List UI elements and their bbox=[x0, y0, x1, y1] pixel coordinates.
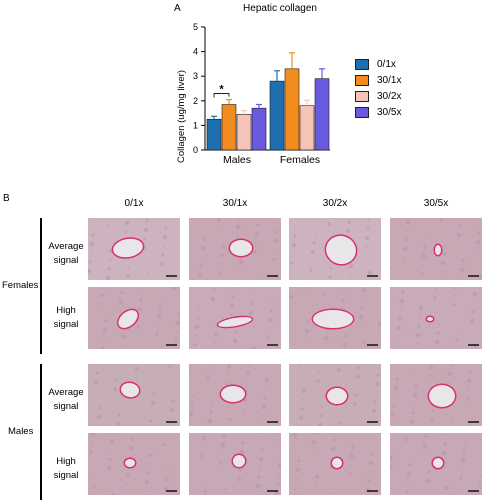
bar-males-30-1x bbox=[221, 104, 237, 151]
bar-chart: 0 1 2 3 4 5 Males Females * bbox=[193, 22, 330, 166]
micrograph-females-average-0-1x bbox=[88, 218, 180, 280]
bar-females-0-1x bbox=[269, 80, 285, 151]
micrograph-females-average-30-1x bbox=[189, 218, 281, 280]
bar-males-30-2x bbox=[236, 114, 252, 151]
legend-swatch-0-1x bbox=[355, 58, 369, 70]
micrograph-males-average-0-1x bbox=[88, 364, 180, 426]
group-label-males: Males bbox=[8, 426, 34, 437]
micrograph-females-high-30-5x bbox=[390, 287, 482, 349]
micrograph-males-high-0-1x bbox=[88, 433, 180, 495]
micrograph-males-high-30-2x bbox=[289, 433, 381, 495]
significance-bracket-0 bbox=[213, 93, 230, 98]
legend-item-30-2x: 30/2x bbox=[355, 88, 401, 104]
row-label-females-high-text: High signal bbox=[53, 305, 79, 330]
row-label-males-high: High signal bbox=[45, 455, 87, 483]
row-label-females-average-text: Average signal bbox=[48, 241, 84, 266]
bar-females-30-2x bbox=[299, 105, 315, 151]
y-tick-label-1: 1 bbox=[193, 120, 198, 130]
micrograph-males-average-30-5x bbox=[390, 364, 482, 426]
category-label-females: Females bbox=[280, 154, 320, 166]
micrograph-females-high-30-2x bbox=[289, 287, 381, 349]
legend-item-30-1x: 30/1x bbox=[355, 72, 401, 88]
micrograph-females-average-30-2x bbox=[289, 218, 381, 280]
y-tick-label-0: 0 bbox=[193, 145, 198, 155]
row-label-males-high-text: High signal bbox=[53, 456, 79, 481]
chart-title: Hepatic collagen bbox=[243, 3, 317, 14]
group-label-females: Females bbox=[2, 280, 39, 291]
y-tick-label-4: 4 bbox=[193, 47, 198, 57]
females-bracket bbox=[40, 218, 42, 354]
legend-swatch-30-5x bbox=[355, 106, 369, 118]
legend-swatch-30-2x bbox=[355, 90, 369, 102]
legend-label-30-2x: 30/2x bbox=[377, 90, 402, 102]
males-bracket bbox=[40, 364, 42, 500]
chart-legend: 0/1x 30/1x 30/2x 30/5x bbox=[355, 56, 401, 120]
bar-females-30-5x bbox=[314, 78, 330, 151]
legend-label-30-5x: 30/5x bbox=[377, 106, 402, 118]
micrograph-males-high-30-5x bbox=[390, 433, 482, 495]
micrograph-males-average-30-1x bbox=[189, 364, 281, 426]
y-tick-label-5: 5 bbox=[193, 22, 198, 32]
bar-males-0-1x bbox=[206, 118, 222, 151]
legend-label-30-1x: 30/1x bbox=[377, 74, 402, 86]
row-label-females-average: Average signal bbox=[45, 240, 87, 268]
micrograph-females-average-30-5x bbox=[390, 218, 482, 280]
y-tick-label-2: 2 bbox=[193, 96, 198, 106]
micrograph-females-high-0-1x bbox=[88, 287, 180, 349]
category-label-males: Males bbox=[223, 154, 251, 166]
micrograph-males-high-30-1x bbox=[189, 433, 281, 495]
column-header-0-1x: 0/1x bbox=[124, 198, 144, 209]
column-header-30-2x: 30/2x bbox=[322, 198, 348, 209]
y-tick-label-3: 3 bbox=[193, 71, 198, 81]
legend-item-0-1x: 0/1x bbox=[355, 56, 401, 72]
micrograph-females-high-30-1x bbox=[189, 287, 281, 349]
panel-b-label: B bbox=[3, 193, 10, 204]
panel-a-label: A bbox=[174, 3, 181, 14]
column-header-30-5x: 30/5x bbox=[423, 198, 449, 209]
row-label-males-average: Average signal bbox=[45, 386, 87, 414]
legend-swatch-30-1x bbox=[355, 74, 369, 86]
micrograph-males-average-30-2x bbox=[289, 364, 381, 426]
bar-females-30-1x bbox=[284, 68, 300, 151]
legend-label-0-1x: 0/1x bbox=[377, 58, 396, 70]
row-label-males-average-text: Average signal bbox=[48, 387, 84, 412]
legend-item-30-5x: 30/5x bbox=[355, 104, 401, 120]
row-label-females-high: High signal bbox=[45, 304, 87, 332]
bar-males-30-5x bbox=[251, 107, 267, 151]
significance-star-0: * bbox=[219, 84, 224, 96]
column-header-30-1x: 30/1x bbox=[222, 198, 248, 209]
